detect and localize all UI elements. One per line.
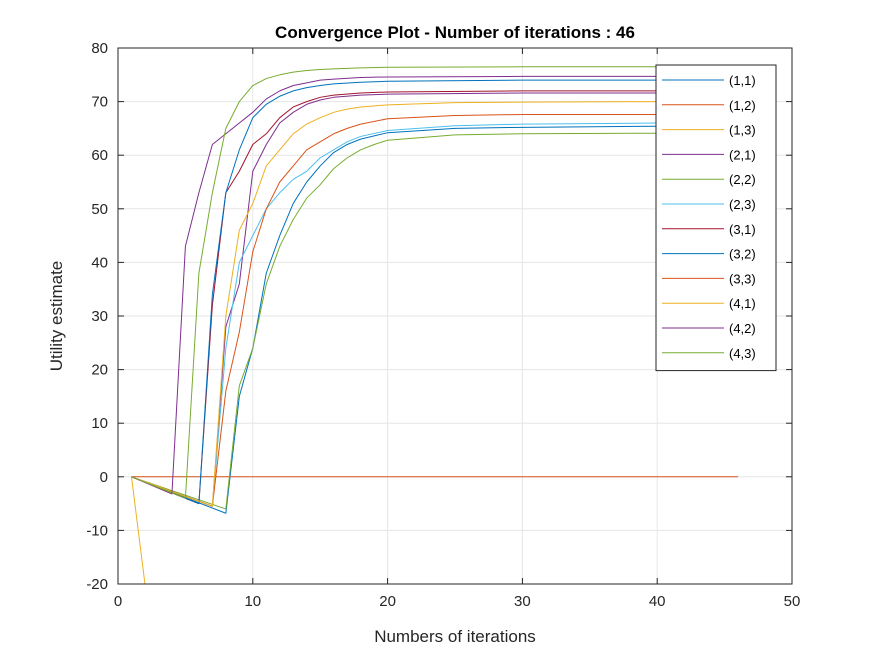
- y-tick-label: 70: [91, 94, 108, 111]
- legend-label: (4,1): [729, 296, 756, 311]
- x-tick-label: 50: [784, 593, 801, 610]
- legend-label: (2,1): [729, 147, 756, 162]
- x-tick-label: 30: [514, 593, 531, 610]
- legend-label: (4,2): [729, 321, 756, 336]
- y-axis-label: Utility estimate: [47, 261, 66, 372]
- series-line-2-2: [131, 132, 739, 510]
- y-tick-label: -10: [86, 522, 108, 539]
- legend-label: (3,3): [729, 271, 756, 286]
- y-tick-label: -20: [86, 576, 108, 593]
- y-tick-label: 0: [100, 469, 108, 486]
- x-tick-label: 0: [114, 593, 122, 610]
- legend-label: (3,2): [729, 247, 756, 262]
- series-line-4-3: [131, 66, 739, 499]
- y-tick-label: 20: [91, 362, 108, 379]
- legend-label: (2,3): [729, 197, 756, 212]
- series-line-4-1: [131, 101, 739, 507]
- chart-title: Convergence Plot - Number of iterations …: [275, 23, 635, 42]
- series-line-3-2: [131, 79, 739, 505]
- legend-label: (1,1): [729, 73, 756, 88]
- y-tick-label: 10: [91, 415, 108, 432]
- x-tick-label: 40: [649, 593, 666, 610]
- tick-layer: 0 10 20 30 40 50 -20 -10 0 10 20 30 40 50 60 70 80: [86, 40, 800, 610]
- legend-label: (1,2): [729, 98, 756, 113]
- legend: (1,1) (1,2) (1,3) (2,1) (2,2) (2,3) (3,1) (3,2)…: [655, 64, 777, 372]
- x-tick-label: 10: [244, 593, 261, 610]
- y-tick-label: 80: [91, 40, 108, 57]
- y-tick-label: 30: [91, 308, 108, 325]
- series-line-4-2: [131, 75, 739, 495]
- y-tick-label: 40: [91, 254, 108, 271]
- legend-label: (3,1): [729, 222, 756, 237]
- y-tick-label: 60: [91, 147, 108, 164]
- legend-label: (2,2): [729, 172, 756, 187]
- series-line-1-1: [131, 125, 739, 514]
- legend-label: (4,3): [729, 346, 756, 361]
- series-line-2-3: [131, 122, 739, 507]
- x-tick-label: 20: [379, 593, 396, 610]
- y-tick-label: 50: [91, 201, 108, 218]
- x-axis-label: Numbers of iterations: [374, 627, 536, 646]
- legend-label: (1,3): [729, 123, 756, 138]
- series-line-3-3: [131, 113, 739, 507]
- legend-box: [655, 64, 777, 372]
